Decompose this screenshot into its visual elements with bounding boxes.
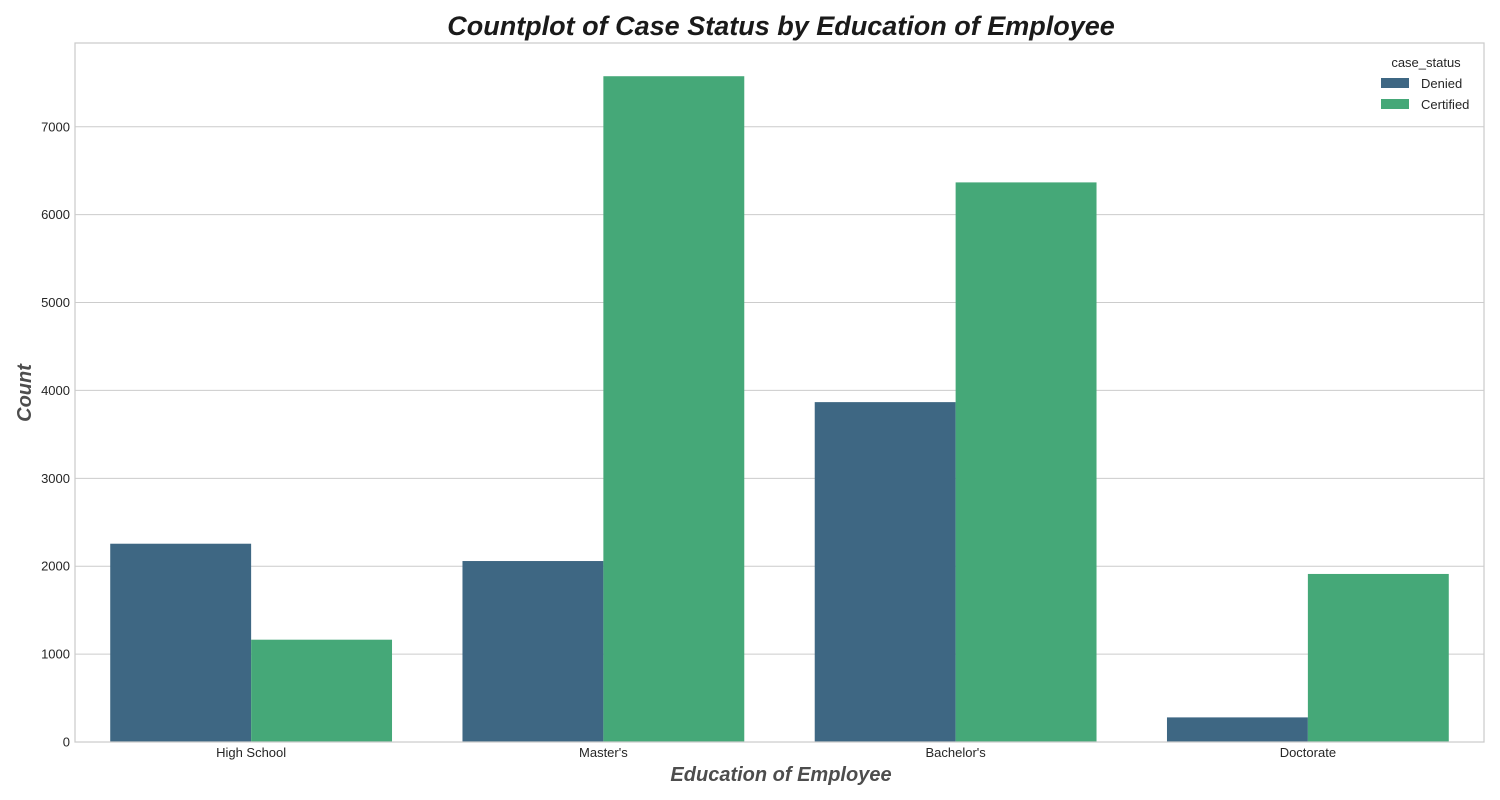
bars-layer [110, 76, 1449, 743]
bar-certified-0 [251, 639, 393, 742]
legend-swatch-denied [1381, 78, 1409, 88]
x-tick-label: Doctorate [1280, 745, 1336, 760]
y-tick-label: 0 [63, 735, 70, 750]
y-tick-label: 6000 [41, 207, 70, 222]
bar-certified-2 [955, 182, 1097, 743]
x-tick-label: High School [216, 745, 286, 760]
x-tick-labels: High School Master's Bachelor's Doctorate [216, 745, 1336, 760]
legend-label-certified: Certified [1421, 97, 1469, 112]
legend: case_status Denied Certified [1381, 55, 1469, 112]
legend-swatch-certified [1381, 99, 1409, 109]
bar-denied-1 [462, 561, 604, 742]
y-axis-label: Count [14, 363, 36, 422]
chart-title: Countplot of Case Status by Education of… [447, 11, 1115, 41]
legend-label-denied: Denied [1421, 76, 1462, 91]
x-axis-label: Education of Employee [670, 764, 891, 786]
x-tick-label: Master's [579, 745, 628, 760]
y-tick-label: 3000 [41, 471, 70, 486]
bar-denied-3 [1166, 717, 1308, 742]
y-tick-label: 1000 [41, 647, 70, 662]
x-tick-label: Bachelor's [925, 745, 986, 760]
bar-denied-2 [814, 402, 956, 742]
legend-items: Denied Certified [1381, 76, 1469, 112]
plot-frame [74, 42, 1485, 743]
y-tick-label: 4000 [41, 383, 70, 398]
y-tick-label: 5000 [41, 295, 70, 310]
y-tick-label: 2000 [41, 559, 70, 574]
y-tick-label: 7000 [41, 119, 70, 134]
bar-certified-1 [603, 76, 745, 743]
y-tick-labels: 0 1000 2000 3000 4000 5000 6000 7000 [41, 119, 70, 749]
bar-denied-0 [110, 543, 252, 742]
legend-title: case_status [1391, 55, 1461, 70]
bar-certified-3 [1307, 573, 1449, 742]
